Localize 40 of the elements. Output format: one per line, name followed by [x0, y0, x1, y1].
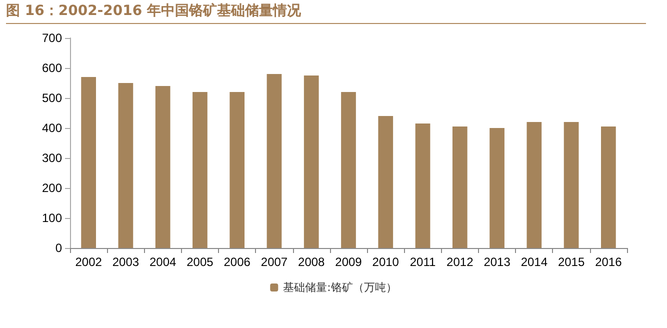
bar — [341, 92, 356, 248]
y-tick-label: 200 — [42, 181, 62, 195]
x-tick-label: 2006 — [224, 255, 251, 269]
bar — [192, 92, 208, 248]
bar — [304, 76, 319, 248]
bar — [118, 83, 134, 248]
x-tick-label: 2010 — [372, 255, 400, 269]
x-tick-label: 2002 — [75, 255, 102, 269]
bar — [378, 116, 394, 248]
x-tick-label: 2005 — [186, 255, 214, 269]
bar — [526, 122, 542, 248]
x-tick-label: 2012 — [446, 255, 474, 269]
x-tick-label: 2008 — [298, 255, 326, 269]
bar — [81, 77, 96, 248]
x-tick-label: 2014 — [520, 255, 548, 269]
chart-title: 图 16：2002-2016 年中国铬矿基础储量情况 — [6, 2, 646, 24]
x-tick-label: 2013 — [484, 255, 511, 269]
y-tick-label: 100 — [42, 211, 62, 225]
x-tick-label: 2004 — [149, 255, 177, 269]
x-tick-label: 2009 — [335, 255, 362, 269]
x-tick-label: 2007 — [260, 255, 288, 269]
y-tick-label: 0 — [55, 241, 62, 255]
bar — [155, 86, 170, 248]
x-tick-label: 2011 — [410, 255, 436, 269]
y-tick-label: 500 — [42, 91, 62, 105]
x-tick-label: 2015 — [558, 255, 585, 269]
bar — [230, 92, 245, 248]
bar — [601, 126, 616, 248]
y-tick-label: 300 — [42, 151, 62, 165]
legend-label: 基础储量:铬矿（万吨） — [283, 281, 397, 294]
bar — [415, 124, 430, 248]
bar — [490, 128, 504, 248]
bar — [564, 122, 579, 248]
y-tick-label: 400 — [42, 121, 62, 135]
bar — [266, 74, 282, 248]
bar — [452, 126, 468, 248]
y-tick-label: 700 — [42, 31, 62, 45]
x-tick-label: 2016 — [595, 255, 622, 269]
x-tick-label: 2003 — [112, 255, 140, 269]
y-tick-label: 600 — [42, 61, 62, 75]
